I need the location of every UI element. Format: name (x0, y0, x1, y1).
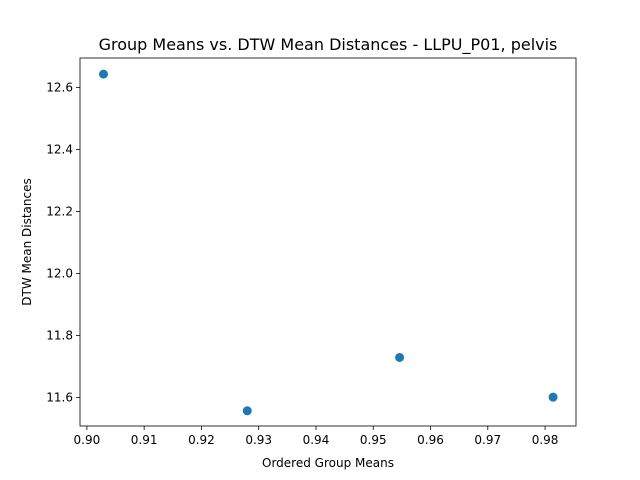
y-tick-label: 12.0 (46, 266, 73, 280)
y-tick-label: 12.2 (46, 204, 73, 218)
x-tick-label: 0.90 (74, 433, 101, 447)
x-tick-label: 0.94 (303, 433, 330, 447)
x-tick-label: 0.93 (245, 433, 272, 447)
y-tick-label: 12.4 (46, 142, 73, 156)
x-axis-label: Ordered Group Means (262, 456, 394, 470)
data-points (98, 69, 558, 416)
x-tick-label: 0.98 (532, 433, 559, 447)
x-tick-label: 0.96 (417, 433, 444, 447)
y-axis-ticks: 11.6 11.8 12.0 12.2 12.4 12.6 (46, 80, 80, 404)
plot-frame (79, 57, 577, 427)
scatter-point (242, 406, 252, 416)
y-tick-label: 11.6 (46, 390, 73, 404)
y-tick-label: 11.8 (46, 328, 73, 342)
x-tick-label: 0.97 (474, 433, 501, 447)
scatter-point (548, 392, 558, 402)
x-tick-label: 0.91 (131, 433, 158, 447)
scatter-point (98, 69, 108, 79)
x-tick-label: 0.92 (188, 433, 215, 447)
y-tick-label: 12.6 (46, 80, 73, 94)
y-axis-label: DTW Mean Distances (20, 178, 34, 305)
x-tick-label: 0.95 (360, 433, 387, 447)
x-axis-ticks: 0.90 0.91 0.92 0.93 0.94 0.95 0.96 0.97 0.98 (74, 426, 559, 447)
scatter-point (395, 352, 405, 362)
chart-title: Group Means vs. DTW Mean Distances - LLP… (99, 35, 558, 55)
